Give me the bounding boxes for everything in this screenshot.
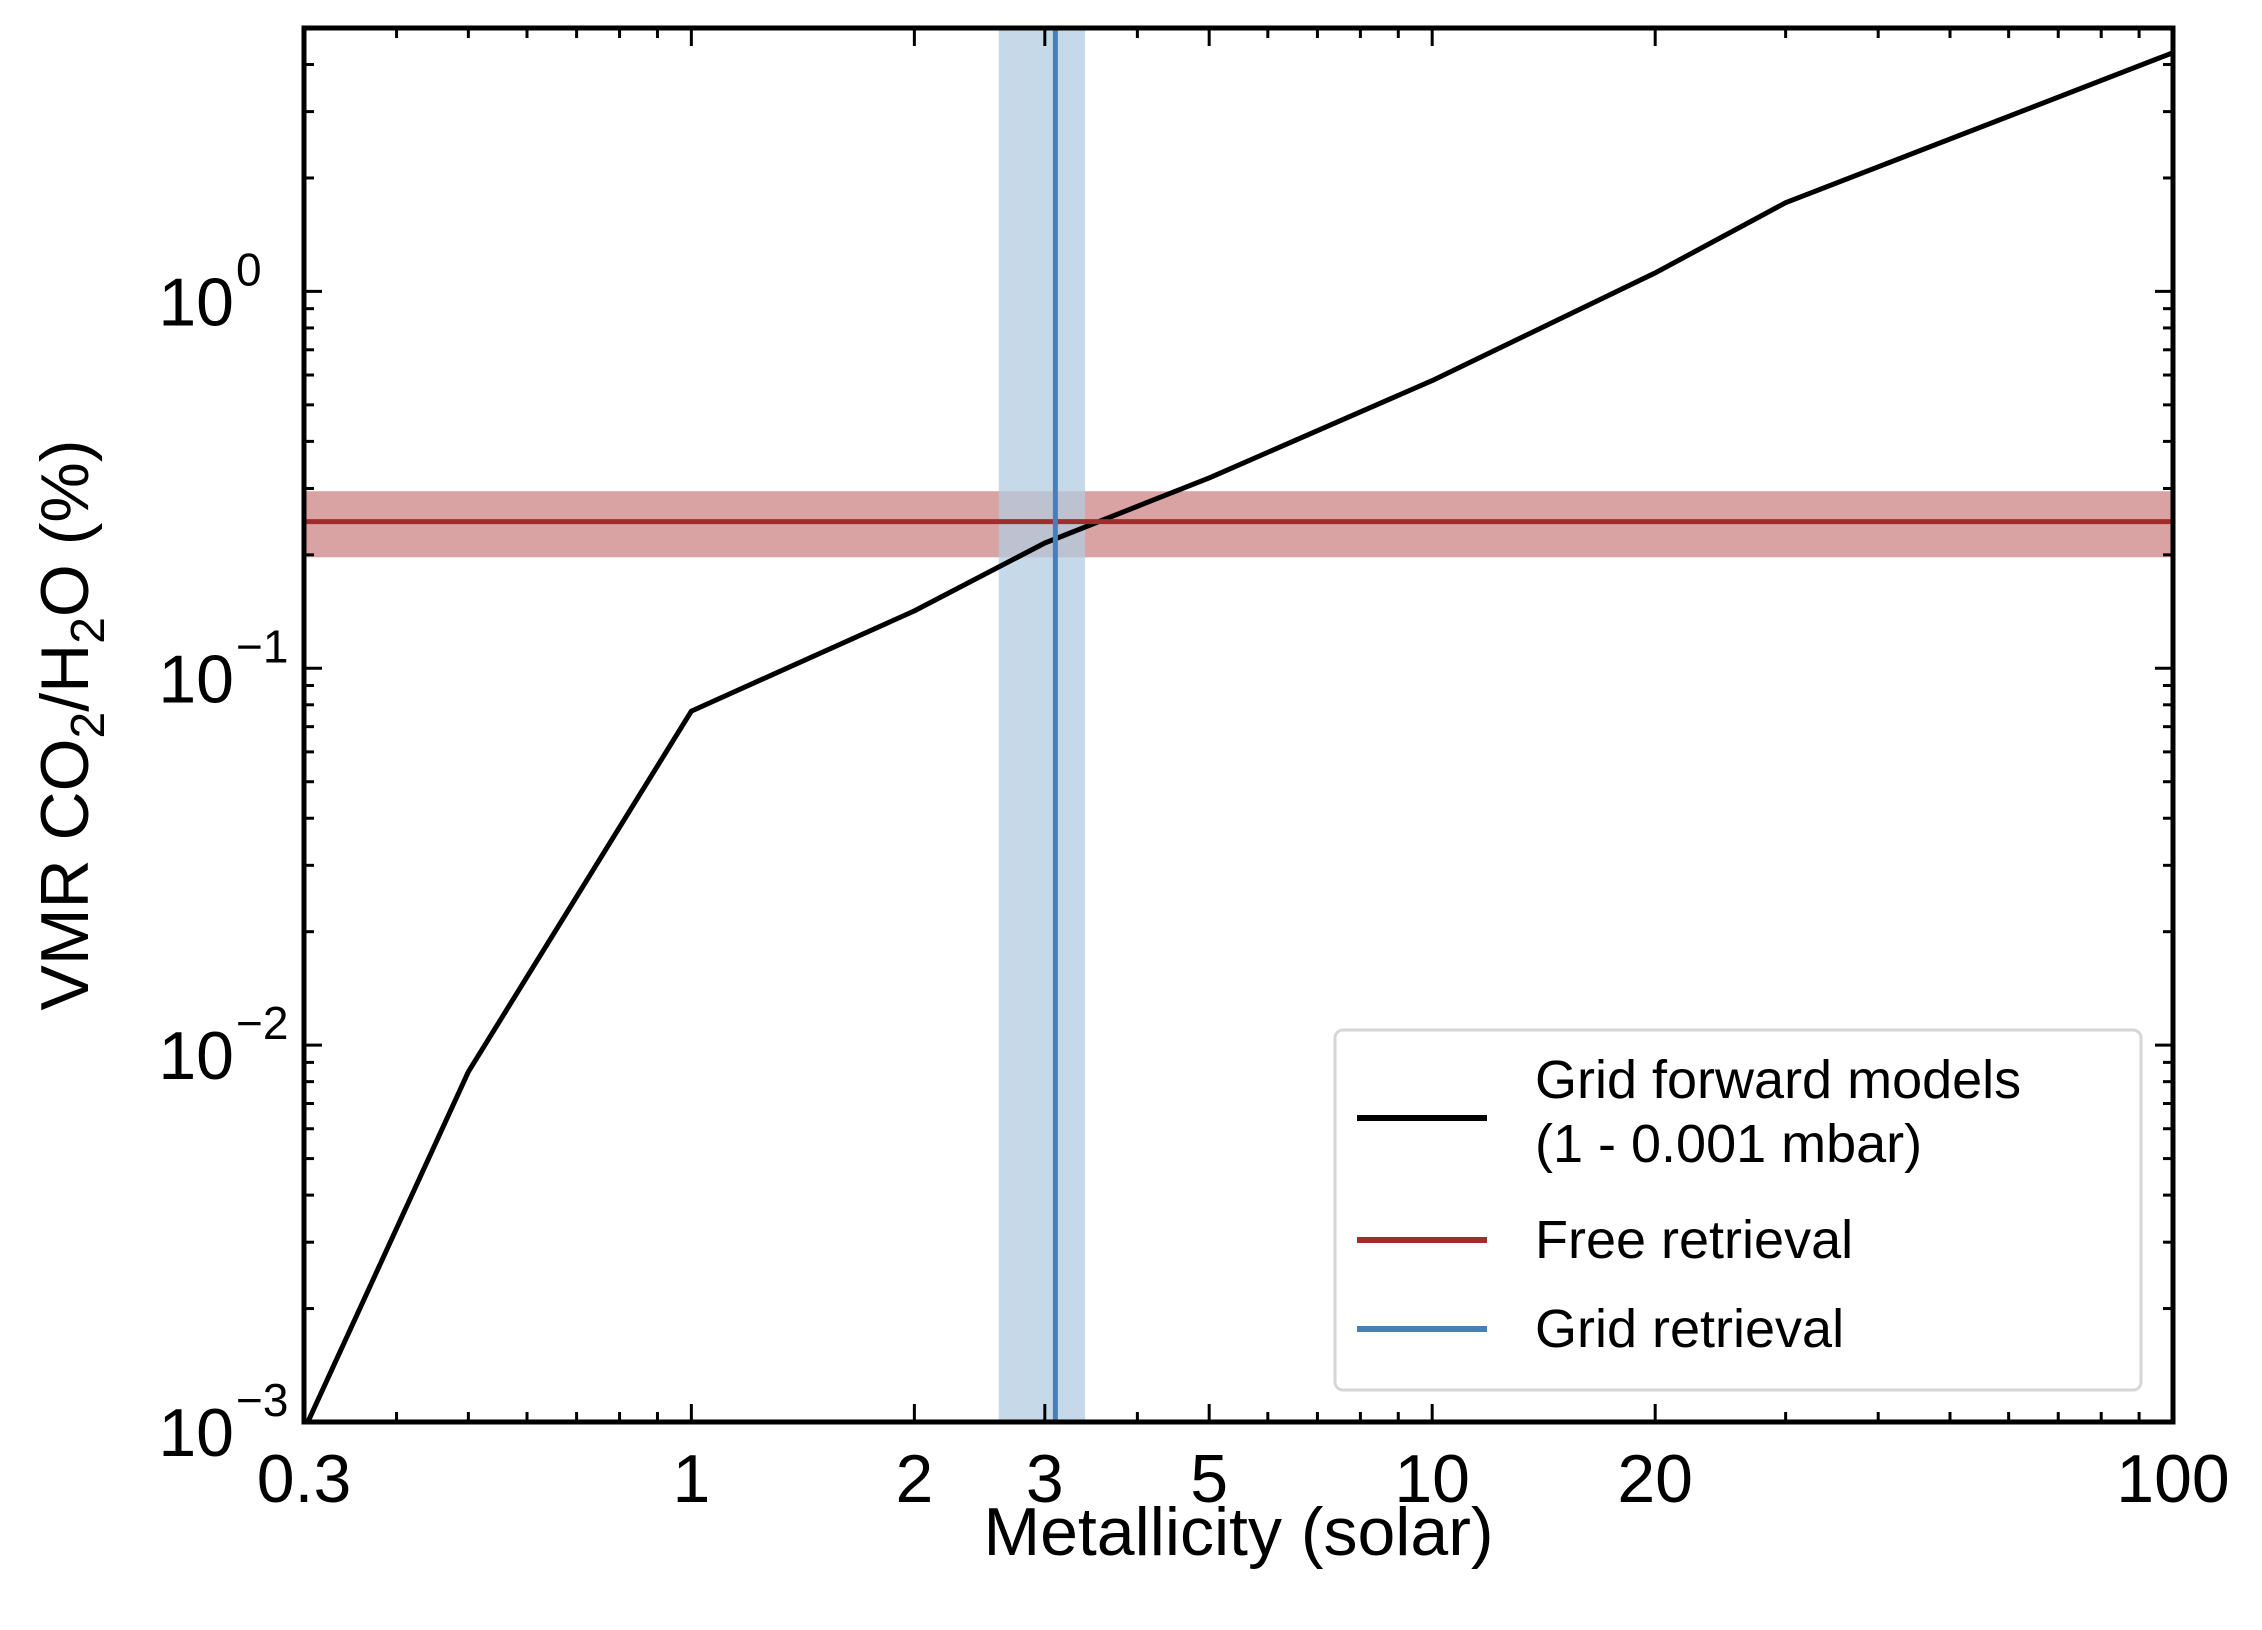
legend-entry: Free retrieval	[1357, 1210, 1853, 1270]
y-tick-base: 10	[158, 264, 234, 340]
y-tick-exponent: −2	[236, 997, 288, 1049]
y-label-subscript: 2	[62, 712, 115, 739]
legend-box	[1333, 1028, 2143, 1392]
free-retrieval-band	[304, 491, 2173, 558]
y-tick-label: 10 −2	[158, 997, 288, 1094]
x-tick-label: 2	[895, 1441, 933, 1517]
y-tick-exponent: −3	[236, 1374, 288, 1426]
series-lines	[304, 28, 2173, 1422]
y-tick-base: 10	[158, 1018, 234, 1094]
legend-entry: Grid forward models(1 - 0.001 mbar)	[1357, 1050, 2021, 1174]
x-axis-label: Metallicity (solar)	[983, 1494, 1493, 1570]
grid-retrieval-band	[998, 28, 1086, 1422]
legend-label: Grid forward models	[1535, 1050, 2021, 1110]
x-tick-label: 0.3	[257, 1441, 352, 1517]
y-label-subscript: 2	[62, 617, 115, 644]
x-tick-label: 10	[1394, 1441, 1470, 1517]
x-tick-label: 100	[2116, 1441, 2229, 1517]
axis-ticks	[302, 26, 2175, 1424]
legend-label: (1 - 0.001 mbar)	[1535, 1114, 1922, 1174]
y-tick-exponent: 0	[236, 243, 262, 295]
plot-frame	[301, 25, 2176, 1425]
legend-label: Grid retrieval	[1535, 1299, 1844, 1359]
y-tick-exponent: −1	[236, 620, 288, 672]
legend-entry: Grid retrieval	[1357, 1299, 1844, 1359]
legend-label: Free retrieval	[1535, 1210, 1853, 1270]
legend: Grid forward models(1 - 0.001 mbar) Free …	[1333, 1028, 2143, 1392]
y-tick-base: 10	[158, 641, 234, 717]
x-tick-label: 20	[1617, 1441, 1693, 1517]
y-label-part: /H	[27, 644, 103, 712]
y-axis-label: VMR CO2/H2O (%)	[27, 440, 115, 1011]
grid-forward-models-line	[305, 50, 2173, 1422]
x-tick-label: 3	[1026, 1441, 1064, 1517]
y-label-part: O (%)	[27, 440, 103, 618]
y-tick-label: 10 0	[158, 243, 261, 340]
uncertainty-bands	[304, 28, 2173, 1422]
x-tick-label: 5	[1190, 1441, 1228, 1517]
x-tick-label: 1	[672, 1441, 710, 1517]
y-label-part: VMR CO	[27, 738, 103, 1010]
x-tick-labels: 0.3 1 2 3 5 10 20 100	[257, 1441, 2230, 1517]
y-tick-base: 10	[158, 1395, 234, 1471]
y-tick-label: 10 −1	[158, 620, 288, 717]
y-tick-label: 10 −3	[158, 1374, 288, 1471]
